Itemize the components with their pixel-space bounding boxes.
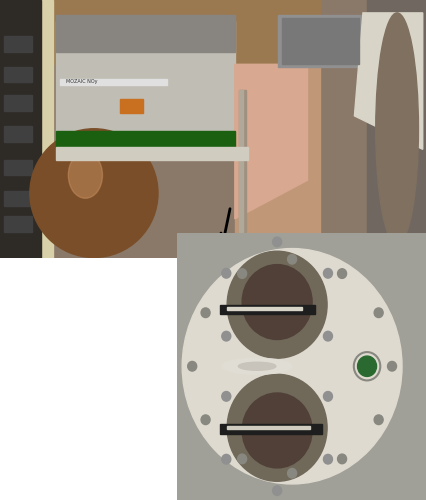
Polygon shape (354, 13, 422, 149)
Text: O: O (11, 122, 21, 136)
Bar (38, 0, 53, 258)
Bar (277, 16, 362, 67)
Circle shape (323, 268, 332, 278)
Circle shape (182, 248, 401, 484)
Circle shape (323, 454, 332, 464)
Text: inlet: inlet (46, 68, 79, 80)
Circle shape (373, 415, 382, 424)
Text: exhaust: exhaust (46, 178, 103, 190)
Circle shape (337, 454, 346, 464)
Circle shape (242, 264, 311, 340)
Circle shape (227, 374, 326, 482)
Circle shape (237, 454, 246, 464)
Bar (55, 16, 234, 52)
Text: MOZAIC NOy: MOZAIC NOy (66, 80, 98, 84)
Circle shape (323, 332, 332, 341)
Bar (239, 90, 243, 232)
Bar (55, 147, 247, 160)
Circle shape (373, 308, 382, 318)
Bar (4, 190, 32, 206)
Polygon shape (234, 64, 307, 219)
Circle shape (287, 254, 296, 264)
Circle shape (221, 332, 230, 341)
Bar (4, 36, 32, 52)
Ellipse shape (375, 13, 417, 244)
Circle shape (272, 486, 281, 496)
Circle shape (221, 268, 230, 278)
Polygon shape (219, 304, 314, 314)
Bar (55, 132, 234, 150)
Bar (227, 308, 302, 310)
Circle shape (201, 415, 210, 424)
Bar (0, 0, 40, 258)
Text: y: y (38, 77, 43, 87)
Bar (55, 20, 234, 150)
Bar (4, 96, 32, 110)
Circle shape (187, 362, 196, 371)
Text: O inlet: O inlet (32, 205, 76, 218)
Circle shape (227, 251, 326, 358)
Text: y: y (38, 187, 43, 197)
Ellipse shape (238, 362, 275, 370)
Bar (43, 0, 320, 64)
Circle shape (237, 269, 246, 278)
Circle shape (387, 362, 396, 371)
Bar (4, 67, 32, 82)
Circle shape (221, 454, 230, 464)
Circle shape (272, 237, 281, 246)
Circle shape (221, 392, 230, 401)
Ellipse shape (30, 128, 158, 258)
Circle shape (272, 360, 281, 370)
Bar (227, 426, 309, 429)
Bar (119, 99, 143, 114)
Bar (4, 216, 32, 232)
Bar (4, 126, 32, 142)
Bar (60, 78, 166, 85)
Text: 3: 3 (24, 132, 30, 142)
Bar (239, 90, 245, 232)
Text: H: H (11, 205, 20, 218)
Text: and CO inlet: and CO inlet (32, 122, 119, 136)
Text: 2: 2 (24, 214, 31, 224)
Circle shape (337, 269, 346, 278)
Circle shape (242, 393, 311, 468)
Text: NO: NO (11, 68, 31, 80)
Bar (4, 160, 32, 175)
Bar (234, 64, 320, 258)
Polygon shape (219, 424, 321, 434)
Circle shape (357, 356, 376, 376)
Circle shape (201, 308, 210, 318)
Circle shape (323, 392, 332, 401)
Text: NO: NO (11, 178, 31, 190)
Ellipse shape (68, 152, 102, 198)
Circle shape (272, 363, 281, 372)
Bar (366, 0, 426, 258)
Bar (281, 18, 358, 64)
Ellipse shape (222, 358, 291, 374)
Circle shape (287, 468, 296, 478)
